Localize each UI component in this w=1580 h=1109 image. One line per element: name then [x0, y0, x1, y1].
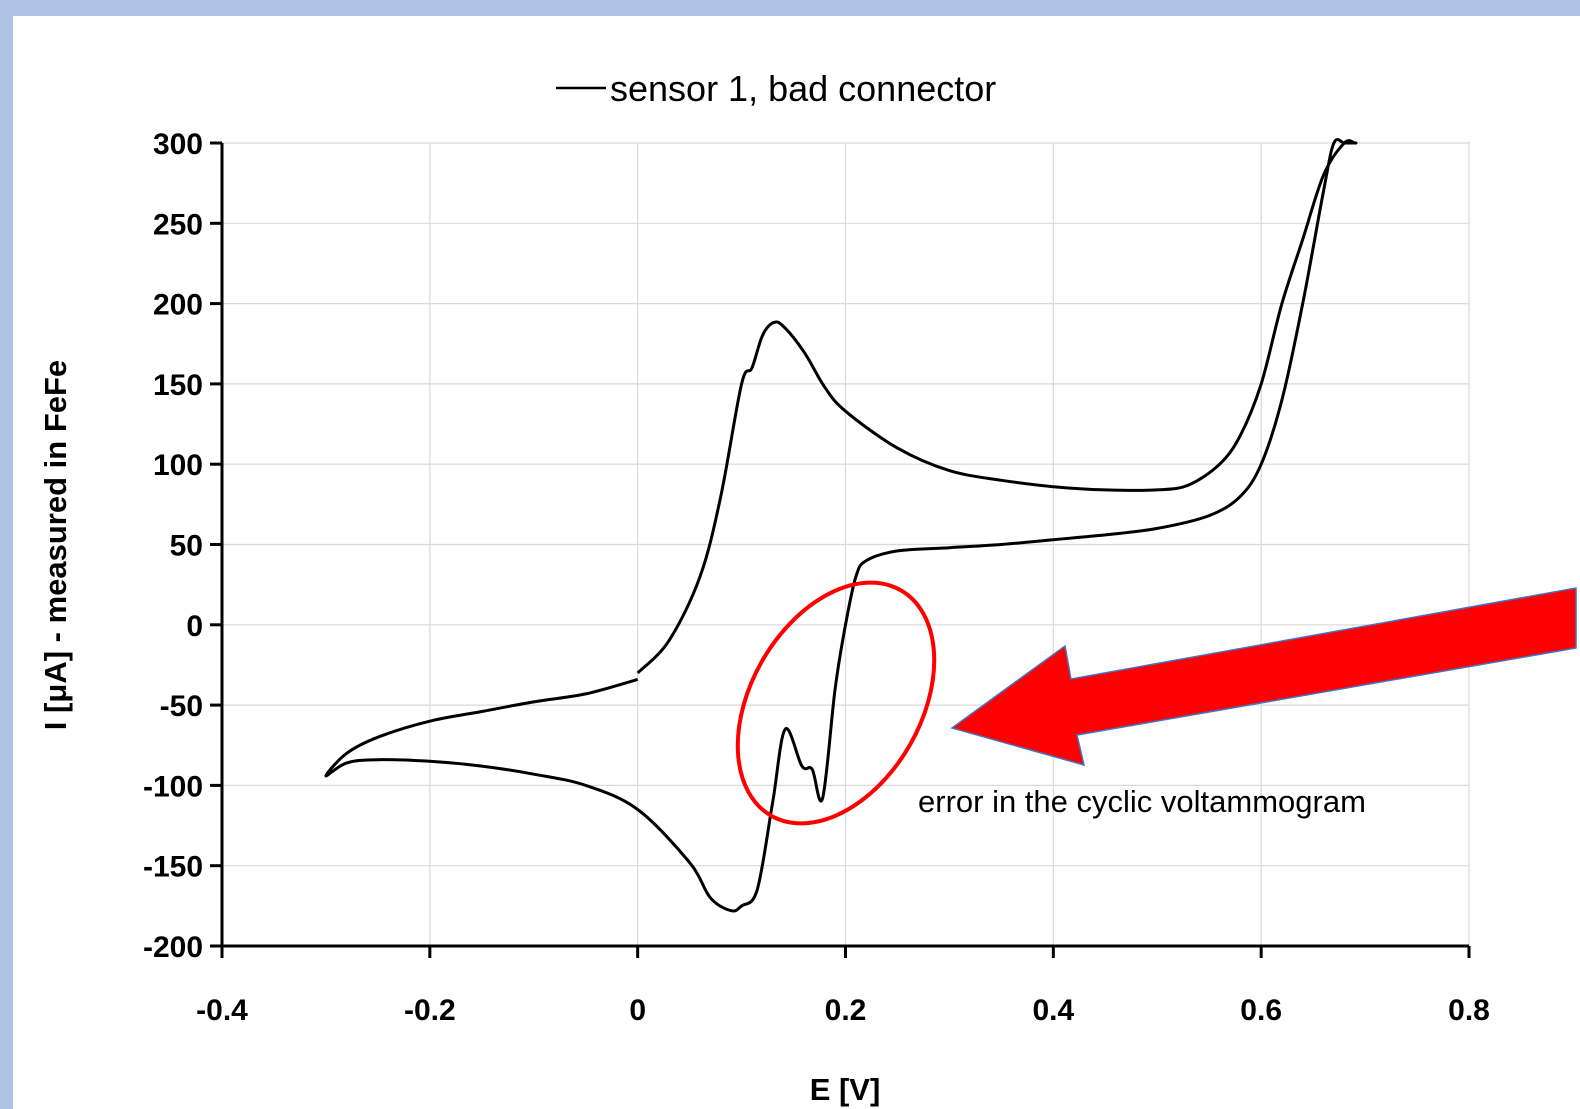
y-tick-label: -50	[160, 690, 203, 723]
y-tick-label: 150	[153, 369, 203, 402]
y-ticks: 300 250 200 150 100 50 0 -50 -100 -150 -200	[143, 128, 222, 964]
x-tick-label: 0.2	[825, 994, 867, 1027]
slide-border-top	[0, 0, 1580, 16]
series-line	[324, 137, 1358, 913]
x-tick-label: -0.2	[404, 994, 456, 1027]
x-tick-label: 0.6	[1240, 994, 1282, 1027]
y-tick-label: 250	[153, 208, 203, 241]
y-axis-title: I [μA] - measured in FeFe	[38, 360, 73, 730]
x-tick-label: 0.8	[1448, 994, 1490, 1027]
x-tick-label: 0	[629, 994, 646, 1027]
x-tick-label: 0.4	[1032, 994, 1074, 1027]
error-highlight-ellipse	[735, 580, 937, 826]
gridlines	[222, 142, 1470, 946]
slide-border-left	[0, 0, 13, 1109]
legend: sensor 1, bad connector	[556, 68, 996, 109]
x-tick-label: -0.4	[196, 994, 248, 1027]
y-tick-label: 200	[153, 289, 203, 322]
y-tick-label: 0	[186, 610, 203, 643]
error-arrow-icon	[950, 587, 1577, 767]
y-tick-label: -100	[143, 770, 203, 803]
y-tick-label: 100	[153, 449, 203, 482]
y-tick-label: -200	[143, 931, 203, 964]
error-annotation-text: error in the cyclic voltammogram	[918, 784, 1366, 819]
y-tick-label: 50	[170, 530, 203, 563]
x-ticks: -0.4 -0.2 0 0.2 0.4 0.6 0.8	[196, 946, 1490, 1027]
series-layer	[324, 137, 1358, 913]
x-axis-title: E [V]	[810, 1072, 881, 1107]
y-tick-label: 300	[153, 128, 203, 161]
legend-label: sensor 1, bad connector	[610, 68, 996, 109]
y-tick-label: -150	[143, 851, 203, 884]
